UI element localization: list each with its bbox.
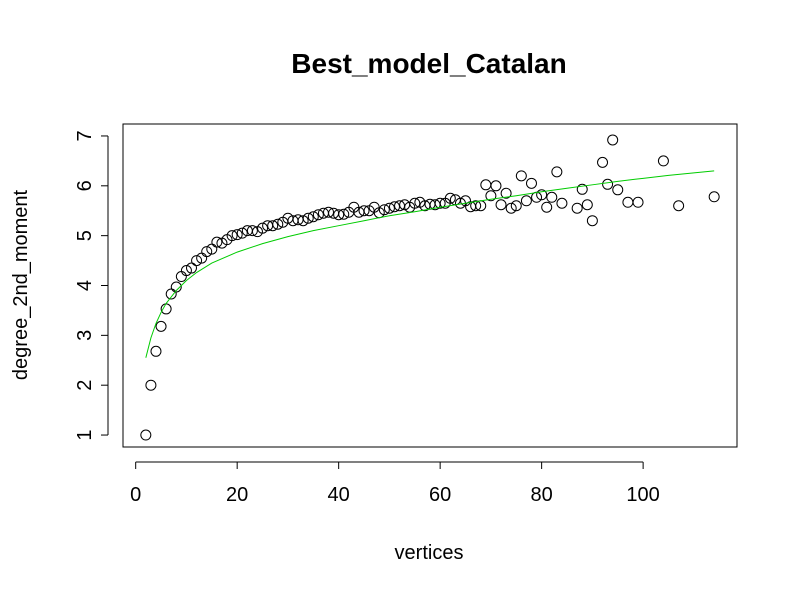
data-point: [333, 209, 345, 221]
data-point: [525, 177, 537, 189]
data-point: [515, 170, 527, 182]
data-point: [211, 236, 223, 248]
data-point: [546, 191, 558, 203]
y-tick-label: 4: [74, 280, 96, 291]
data-point: [632, 196, 644, 208]
data-point: [150, 345, 162, 357]
y-axis-label: degree_2nd_moment: [10, 189, 32, 380]
y-tick-label: 5: [74, 230, 96, 241]
data-point: [175, 271, 187, 283]
data-point: [378, 204, 390, 216]
x-tick-label: 80: [531, 484, 553, 506]
data-point: [505, 202, 517, 214]
x-axis-label: vertices: [395, 542, 464, 564]
data-point: [302, 212, 314, 224]
data-point: [323, 206, 335, 218]
data-point: [246, 225, 258, 237]
data-point: [612, 184, 624, 196]
data-point: [622, 196, 634, 208]
data-point: [409, 197, 421, 209]
data-point: [272, 218, 284, 230]
data-point: [170, 281, 182, 293]
x-tick-label: 20: [226, 484, 248, 506]
data-point: [236, 227, 248, 239]
data-point: [586, 215, 598, 227]
data-point: [297, 215, 309, 227]
data-point: [541, 201, 553, 213]
data-point: [307, 211, 319, 223]
data-point: [140, 429, 152, 441]
data-point: [145, 379, 157, 391]
data-point: [231, 229, 243, 241]
y-tick-label: 2: [74, 380, 96, 391]
data-point: [485, 190, 497, 202]
data-point: [444, 192, 456, 204]
data-point: [602, 178, 614, 190]
data-point: [708, 191, 720, 203]
data-point: [581, 199, 593, 211]
data-point: [480, 179, 492, 191]
data-point: [657, 155, 669, 167]
data-point: [191, 255, 203, 267]
data-point: [551, 166, 563, 178]
data-point: [201, 246, 213, 258]
data-point: [607, 134, 619, 146]
x-tick-label: 0: [130, 484, 141, 506]
y-tick-label: 6: [74, 180, 96, 191]
chart-title: Best_model_Catalan: [291, 48, 566, 79]
data-point: [226, 230, 238, 242]
data-point: [576, 183, 588, 195]
data-point: [500, 187, 512, 199]
data-point: [257, 222, 269, 234]
y-axis: 1 2 3 4 5 6 7: [74, 130, 109, 441]
data-point: [155, 320, 167, 332]
data-point: [186, 262, 197, 274]
x-tick-label: 60: [429, 484, 451, 506]
data-point: [673, 200, 685, 212]
x-axis: 0 20 40 60 80 100: [130, 461, 660, 506]
data-point: [358, 205, 370, 217]
data-point: [470, 200, 482, 212]
data-point: [556, 197, 568, 209]
data-point: [383, 202, 395, 214]
data-point: [495, 199, 507, 211]
x-tick-label: 100: [626, 484, 659, 506]
data-point: [312, 209, 324, 221]
data-point: [510, 200, 522, 212]
fit-line: [145, 170, 715, 358]
series-layer: [140, 134, 720, 441]
x-tick-label: 40: [328, 484, 350, 506]
y-tick-label: 1: [74, 429, 96, 440]
data-point: [597, 156, 609, 168]
data-point: [267, 220, 279, 232]
data-point: [520, 195, 532, 207]
data-point: [434, 197, 446, 209]
data-point: [536, 189, 548, 201]
data-point: [571, 202, 583, 214]
y-tick-label: 7: [74, 130, 96, 141]
data-point: [490, 180, 502, 192]
data-point: [180, 265, 192, 277]
data-point: [338, 208, 350, 220]
plot-area-box: [122, 123, 738, 448]
data-point: [388, 201, 400, 213]
y-tick-label: 3: [74, 330, 96, 341]
